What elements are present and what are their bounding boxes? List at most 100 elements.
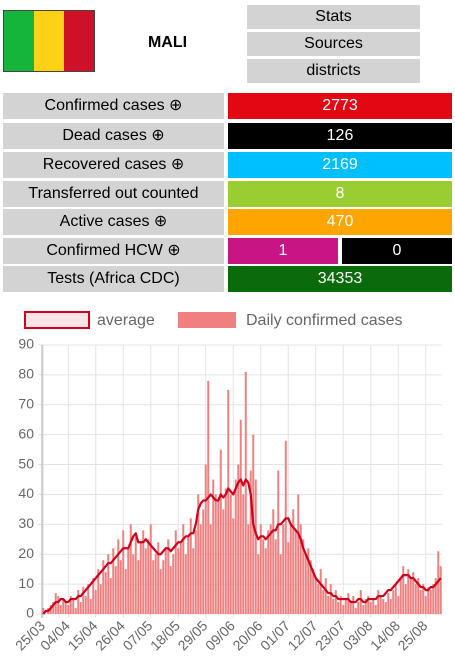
row-value: 470 <box>228 209 452 235</box>
bar <box>249 470 252 614</box>
bar <box>319 569 322 614</box>
sources-button[interactable]: Sources <box>247 32 420 56</box>
row-value: 1 <box>228 238 338 264</box>
y-tick-label: 50 <box>18 455 34 471</box>
bar <box>214 494 217 614</box>
bar <box>282 524 285 614</box>
bar <box>407 569 410 614</box>
bar <box>239 419 242 614</box>
bar <box>224 488 227 614</box>
average-line <box>42 478 442 615</box>
bar <box>347 593 350 614</box>
bar <box>342 605 345 614</box>
bar <box>244 371 247 614</box>
bar <box>382 599 385 614</box>
x-tick-label: 12/07 <box>284 617 320 653</box>
bar <box>202 509 205 614</box>
bar <box>314 578 317 614</box>
bar <box>279 554 282 614</box>
bar <box>417 578 420 614</box>
bar <box>322 590 325 614</box>
x-tick-label: 01/07 <box>257 617 293 653</box>
bar <box>372 599 375 614</box>
districts-button[interactable]: districts <box>247 59 420 83</box>
bar <box>179 542 182 614</box>
y-tick-label: 40 <box>18 485 34 501</box>
row-label: Recovered cases ⊕ <box>3 152 224 178</box>
bar <box>222 509 225 614</box>
bar <box>172 554 175 614</box>
bar <box>349 602 352 614</box>
bar <box>369 602 372 614</box>
bar <box>399 578 402 614</box>
bar <box>379 596 382 614</box>
bar <box>422 584 425 614</box>
bar <box>294 530 297 614</box>
row-value: 8 <box>228 181 452 207</box>
y-tick-label: 70 <box>18 395 34 411</box>
bar <box>57 596 60 614</box>
x-tick-label: 26/04 <box>92 617 128 653</box>
bar <box>199 524 202 614</box>
bar <box>299 524 302 614</box>
bar <box>92 578 95 614</box>
x-tick-label: 23/07 <box>312 617 348 653</box>
bar <box>339 596 342 614</box>
bar <box>232 518 235 614</box>
bar <box>419 590 422 614</box>
bar <box>109 578 112 614</box>
x-tick-label: 18/05 <box>147 617 183 653</box>
x-tick-label: 03/08 <box>339 617 375 653</box>
bar <box>192 548 195 614</box>
bar <box>99 584 102 614</box>
bar <box>117 539 120 614</box>
bar <box>414 584 417 614</box>
bar <box>367 596 370 614</box>
bar <box>257 554 260 614</box>
bar <box>149 524 152 614</box>
x-tick-label: 29/05 <box>174 617 210 653</box>
bar <box>264 548 267 614</box>
bar <box>234 479 237 614</box>
bar <box>242 494 245 614</box>
bar <box>392 590 395 614</box>
bar <box>262 539 265 614</box>
bar <box>72 599 75 614</box>
legend-swatch <box>178 312 236 328</box>
bar <box>432 584 435 614</box>
bar <box>167 539 170 614</box>
bar <box>77 590 80 614</box>
bar <box>132 554 135 614</box>
bar <box>119 560 122 614</box>
bar <box>439 566 442 614</box>
x-tick-label: 07/05 <box>119 617 155 653</box>
bar <box>237 464 240 614</box>
bar <box>217 500 220 614</box>
bar <box>187 536 190 614</box>
bar <box>67 605 70 614</box>
bar <box>389 599 392 614</box>
bar <box>329 584 332 614</box>
row-value: 2773 <box>228 93 452 119</box>
y-tick-label: 0 <box>26 605 34 621</box>
bar <box>354 608 357 614</box>
bar <box>404 584 407 614</box>
bar <box>394 584 397 614</box>
flag <box>3 10 95 72</box>
bar <box>94 590 97 614</box>
bar <box>204 464 207 614</box>
bar <box>287 542 290 614</box>
x-tick-label: 20/06 <box>229 617 265 653</box>
bar <box>127 548 130 614</box>
bar <box>269 524 272 614</box>
x-tick-label: 04/04 <box>37 617 73 653</box>
bar <box>402 566 405 614</box>
stats-button[interactable]: Stats <box>247 5 420 29</box>
row-label: Dead cases ⊕ <box>3 123 224 149</box>
bar <box>87 584 90 614</box>
bar <box>79 602 82 614</box>
bar <box>162 560 165 614</box>
bar <box>434 578 437 614</box>
bar <box>259 524 262 614</box>
bar <box>129 524 132 614</box>
